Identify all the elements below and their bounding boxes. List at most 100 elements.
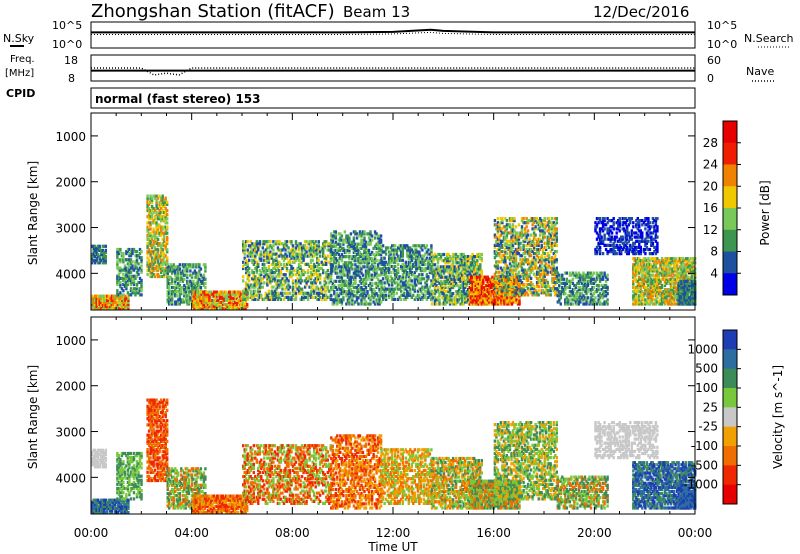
range-gate-cell [348,242,351,246]
range-gate-cell [558,285,561,290]
range-gate-cell [100,300,103,304]
range-gate-cell [193,290,196,294]
range-gate-cell [308,277,311,281]
range-gate-cell [117,247,121,252]
range-gate-cell [184,269,187,273]
range-gate-cell [98,248,101,252]
range-gate-cell [522,291,525,295]
range-gate-cell [339,300,342,304]
range-gate-cell [523,272,527,276]
range-gate-cell [433,263,437,267]
range-gate-cell [340,277,344,281]
range-gate-cell [501,231,504,235]
range-gate-cell [376,277,380,281]
range-gate-cell [153,260,157,264]
range-gate-cell [305,250,308,254]
range-gate-cell [537,252,540,256]
range-gate-cell [197,307,201,311]
range-gate-cell [134,266,137,270]
range-gate-cell [155,239,158,244]
range-gate-cell [196,263,200,267]
range-gate-cell [160,217,163,221]
range-gate-cell [323,297,326,301]
range-gate-cell [433,288,437,292]
range-gate-cell [291,244,295,248]
range-gate-cell [296,277,299,281]
range-gate-cell [348,244,351,248]
range-gate-cell [246,250,249,254]
range-gate-cell [208,296,211,300]
range-gate-cell [514,268,518,272]
range-gate-cell [488,279,491,283]
range-gate-cell [270,269,274,273]
range-gate-cell [525,278,528,282]
range-gate-cell [537,221,540,225]
range-gate-cell [101,252,104,257]
range-gate-cell [378,234,381,238]
range-gate-cell [461,261,464,265]
range-gate-cell [493,235,497,239]
range-gate-cell [308,242,311,246]
range-gate-cell [305,254,308,258]
range-gate-cell [401,281,404,285]
range-gate-cell [554,217,557,221]
range-gate-cell [177,269,180,273]
range-gate-cell [117,280,121,285]
range-gate-cell [331,250,334,255]
range-gate-cell [346,292,350,296]
range-gate-cell [340,259,344,263]
range-gate-cell [166,267,169,271]
range-gate-cell [309,291,313,295]
range-gate-cell [305,281,308,285]
range-gate-cell [138,293,142,297]
range-gate-cell [115,296,118,300]
range-gate-cell [124,296,127,300]
range-gate-cell [147,258,151,262]
range-gate-cell [163,270,166,274]
range-gate-cell [156,260,160,264]
range-gate-cell [237,290,240,294]
range-gate-cell [499,250,503,254]
range-gate-cell [194,300,198,304]
range-gate-cell [238,307,241,311]
range-gate-cell [92,259,95,263]
range-gate-cell [294,285,298,289]
range-gate-cell [164,211,167,215]
range-gate-cell [110,296,113,300]
range-gate-cell [333,244,336,248]
range-gate-cell [284,295,287,299]
range-gate-cell [125,287,128,291]
range-gate-cell [333,248,336,252]
range-gate-cell [537,285,540,289]
range-gate-cell [163,252,166,256]
range-gate-cell [282,254,286,258]
range-gate-cell [504,300,508,304]
range-gate-cell [401,285,404,289]
range-gate-cell [373,257,377,261]
range-gate-cell [370,281,374,285]
range-gate-cell [445,279,449,283]
range-gate-cell [178,302,181,306]
range-gate-cell [333,261,336,265]
range-gate-cell [92,300,95,304]
range-gate-cell [92,298,95,302]
range-gate-cell [342,298,345,302]
range-gate-cell [438,298,441,302]
range-gate-cell [116,254,119,258]
range-gate-cell [190,288,194,292]
range-gate-cell [525,291,528,295]
range-gate-cell [316,258,319,262]
range-gate-cell [337,275,340,279]
range-gate-cell [479,300,482,304]
range-gate-cell [539,276,542,280]
range-gate-cell [276,266,280,271]
range-gate-cell [357,234,360,238]
range-gate-cell [275,242,278,246]
range-gate-cell [174,300,177,304]
range-gate-cell [342,246,345,250]
range-gate-cell [479,281,482,285]
range-gate-cell [269,281,272,285]
range-gate-cell [348,292,351,296]
range-gate-cell [403,264,406,269]
range-gate-cell [551,243,554,247]
